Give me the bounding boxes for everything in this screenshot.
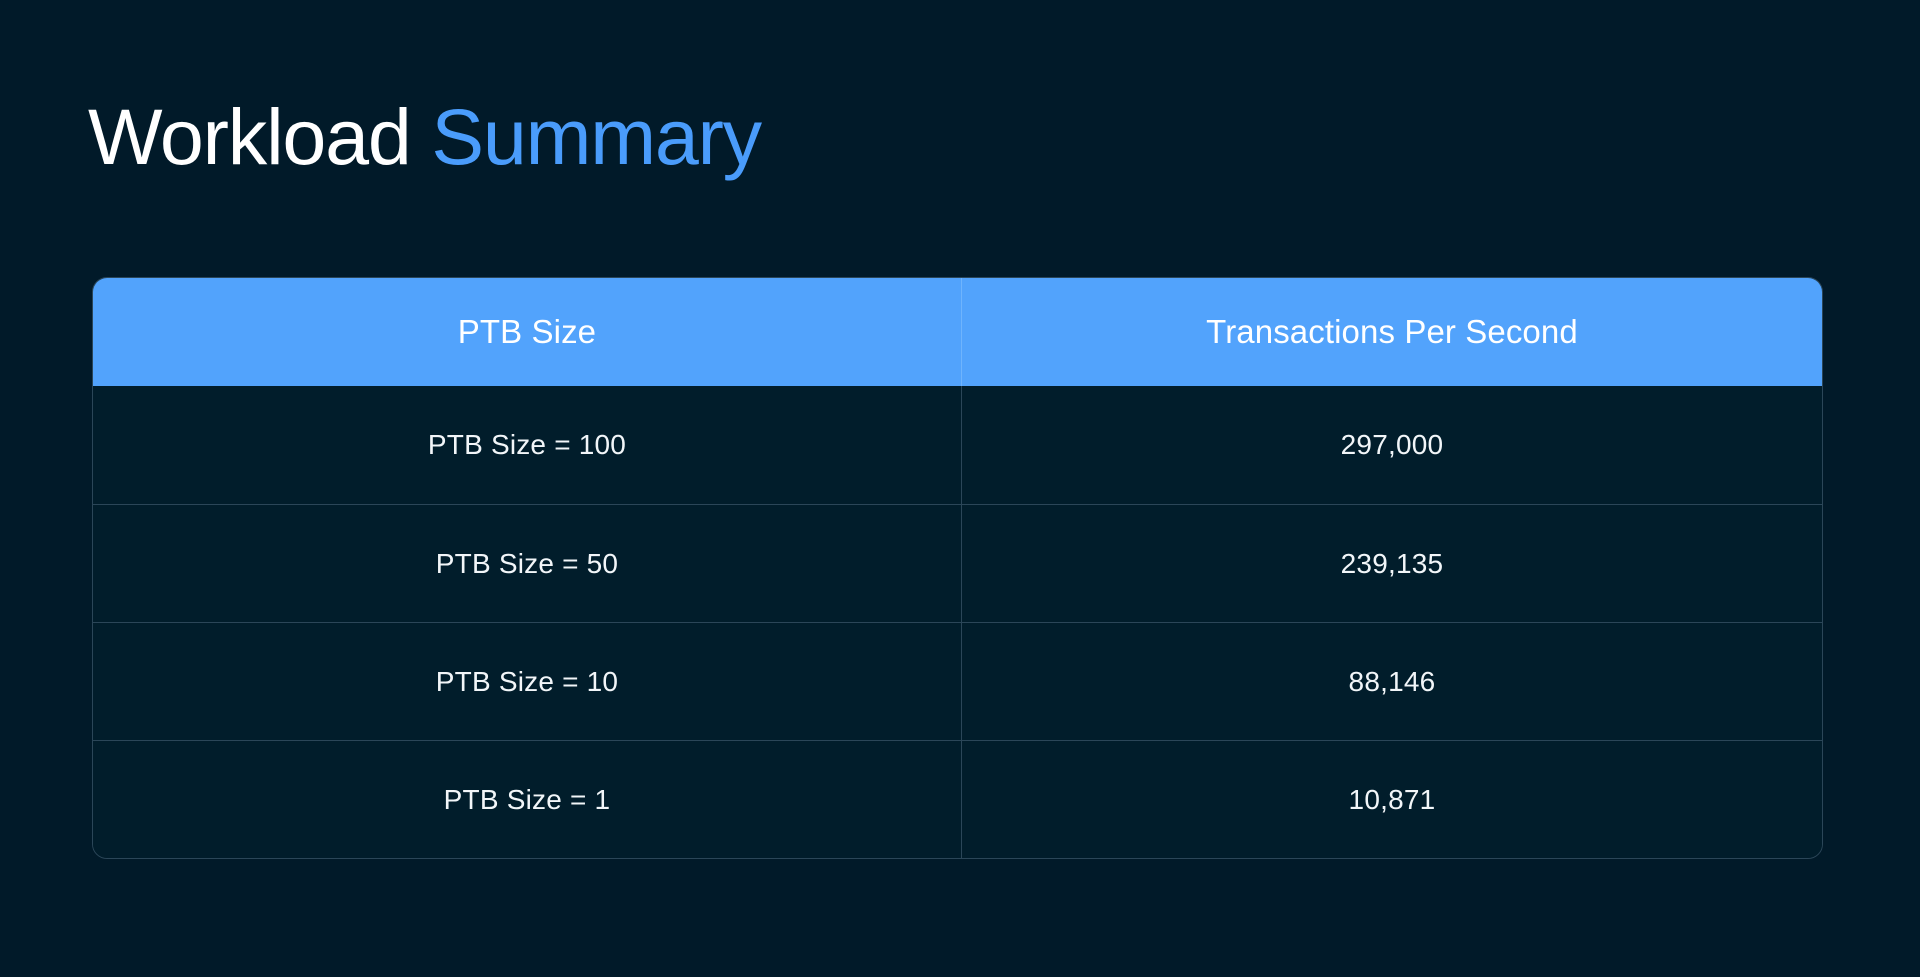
cell-ptb-size: PTB Size = 50 xyxy=(93,504,961,622)
cell-tps: 239,135 xyxy=(960,504,1822,622)
table-row: PTB Size = 100 297,000 xyxy=(93,386,1822,504)
column-header-transactions-per-second: Transactions Per Second xyxy=(960,278,1822,386)
cell-ptb-size: PTB Size = 1 xyxy=(93,740,961,858)
cell-tps: 88,146 xyxy=(960,622,1822,740)
table-row: PTB Size = 50 239,135 xyxy=(93,504,1822,622)
page-title-accent: Summary xyxy=(431,92,762,181)
table-header-row: PTB Size Transactions Per Second xyxy=(93,278,1822,386)
cell-ptb-size: PTB Size = 10 xyxy=(93,622,961,740)
table-row: PTB Size = 10 88,146 xyxy=(93,622,1822,740)
page-title-primary: Workload xyxy=(88,92,412,181)
cell-ptb-size: PTB Size = 100 xyxy=(93,386,961,504)
page-title: Workload Summary xyxy=(88,92,762,181)
workload-summary-table: PTB Size Transactions Per Second PTB Siz… xyxy=(92,277,1823,859)
table-row: PTB Size = 1 10,871 xyxy=(93,740,1822,858)
table-header: PTB Size Transactions Per Second xyxy=(93,278,1822,386)
cell-tps: 10,871 xyxy=(960,740,1822,858)
table-body: PTB Size = 100 297,000 PTB Size = 50 239… xyxy=(93,386,1822,858)
column-header-ptb-size: PTB Size xyxy=(93,278,961,386)
workload-summary-table-container: PTB Size Transactions Per Second PTB Siz… xyxy=(92,277,1823,859)
cell-tps: 297,000 xyxy=(960,386,1822,504)
